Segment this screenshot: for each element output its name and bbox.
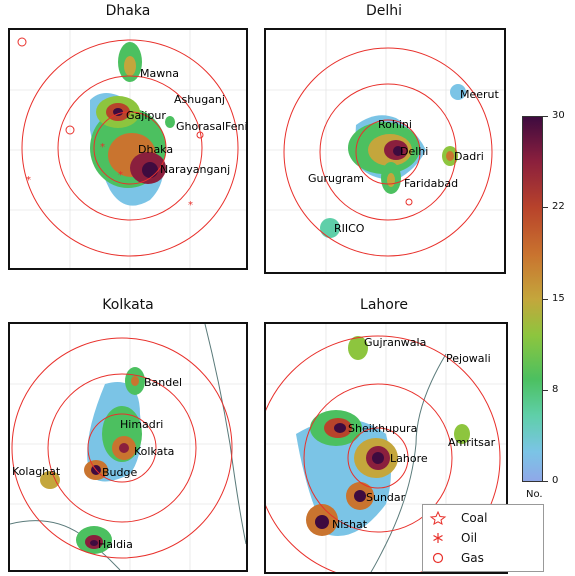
label-gujranwala: Gujranwala: [364, 336, 426, 349]
map-lahore: Gujranwala Pejowali Sheikhupura Amritsar…: [266, 324, 506, 572]
colorbar: [522, 116, 543, 482]
svg-text:*: *: [188, 200, 193, 211]
label-kolaghat: Kolaghat: [12, 465, 61, 478]
colorbar-unit: No.: [526, 489, 543, 500]
label-kolkata: Kolkata: [134, 445, 174, 458]
label-rohini: Rohini: [378, 118, 412, 131]
label-sundar: Sundar: [366, 491, 406, 504]
label-faridabad: Faridabad: [404, 177, 458, 190]
label-mawna: Mawna: [140, 67, 179, 80]
label-himadri: Himadri: [120, 418, 163, 431]
label-delhi: Delhi: [400, 145, 428, 158]
label-dhaka: Dhaka: [138, 143, 173, 156]
label-pejowali: Pejowali: [446, 352, 491, 365]
label-sheikhupura: Sheikhupura: [348, 422, 417, 435]
label-bandel: Bandel: [144, 376, 182, 389]
label-gurugram: Gurugram: [308, 172, 364, 185]
panel-title-lahore: Lahore: [360, 297, 408, 313]
map-panel-dhaka: * * * * Mawna Ashuganj Gajipur GhorasalFeni…: [8, 28, 248, 270]
svg-text:*: *: [100, 142, 105, 153]
colorbar-tick-15: 15: [552, 293, 565, 304]
label-ghorasalfeni: GhorasalFeni: [176, 120, 246, 133]
legend-item-coal: Coal: [429, 509, 487, 527]
label-budge: Budge: [102, 466, 137, 479]
map-dhaka: * * * * Mawna Ashuganj Gajipur GhorasalFeni…: [10, 30, 246, 268]
label-meerut: Meerut: [460, 88, 500, 101]
panel-title-delhi: Delhi: [365, 3, 403, 19]
legend-item-gas: Gas: [429, 549, 484, 567]
colorbar-tick-30: 30: [552, 110, 565, 121]
label-gajipur: Gajipur: [126, 109, 166, 122]
circle-icon: [432, 552, 444, 564]
label-riico: RIICO: [334, 222, 365, 235]
label-ashuganj: Ashuganj: [174, 93, 225, 106]
colorbar-tick-8: 8: [552, 384, 559, 395]
panel-title-kolkata: Kolkata: [102, 297, 154, 313]
asterisk-icon: [433, 533, 443, 543]
star-icon: [429, 511, 447, 525]
legend: Coal Oil Gas: [422, 504, 544, 572]
label-nishat: Nishat: [332, 518, 368, 531]
map-panel-kolkata: Bandel Himadri Kolkata Kolaghat Budge Ha…: [8, 322, 248, 572]
svg-text:*: *: [26, 175, 31, 186]
label-amritsar: Amritsar: [448, 436, 496, 449]
map-delhi: Meerut Rohini Delhi Dadri Gurugram Farid…: [266, 30, 504, 272]
map-panel-delhi: Meerut Rohini Delhi Dadri Gurugram Farid…: [264, 28, 506, 274]
label-narayanganj: Narayanganj: [160, 163, 230, 176]
label-haldia: Haldia: [98, 538, 133, 551]
legend-item-oil: Oil: [429, 529, 477, 547]
panel-title-dhaka: Dhaka: [105, 3, 151, 19]
label-lahore: Lahore: [390, 452, 428, 465]
label-dadri: Dadri: [454, 150, 484, 163]
svg-text:*: *: [118, 170, 123, 181]
colorbar-tick-0: 0: [552, 475, 559, 486]
map-kolkata: Bandel Himadri Kolkata Kolaghat Budge Ha…: [10, 324, 246, 570]
colorbar-tick-22: 22: [552, 201, 565, 212]
